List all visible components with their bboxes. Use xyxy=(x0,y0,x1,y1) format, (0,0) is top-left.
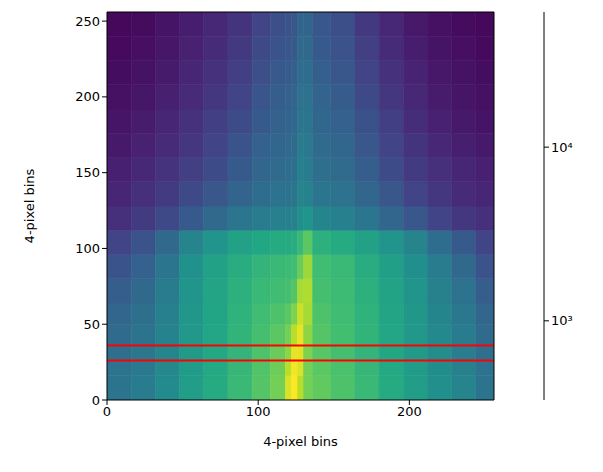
svg-text:10⁴: 10⁴ xyxy=(551,140,573,155)
svg-text:200: 200 xyxy=(75,89,100,104)
svg-text:200: 200 xyxy=(397,404,422,419)
svg-text:10³: 10³ xyxy=(551,313,573,328)
svg-text:0: 0 xyxy=(103,404,111,419)
svg-text:4-pixel bins: 4-pixel bins xyxy=(22,168,37,243)
svg-text:0: 0 xyxy=(92,393,100,408)
svg-text:250: 250 xyxy=(75,14,100,29)
svg-text:150: 150 xyxy=(75,165,100,180)
svg-text:100: 100 xyxy=(75,241,100,256)
svg-text:100: 100 xyxy=(246,404,271,419)
svg-text:50: 50 xyxy=(83,317,100,332)
svg-text:4-pixel bins: 4-pixel bins xyxy=(263,434,338,449)
